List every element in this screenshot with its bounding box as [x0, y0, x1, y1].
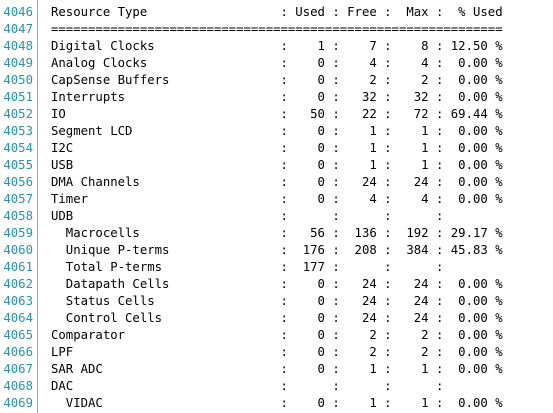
line-number: 4058 [3, 209, 33, 223]
line-number: 4052 [3, 107, 33, 121]
code-line: Total P-terms : 177 : : : [51, 260, 503, 274]
line-number: 4062 [3, 277, 33, 291]
line-number: 4067 [3, 362, 33, 376]
line-number: 4069 [3, 396, 33, 410]
code-line: Control Cells : 0 : 24 : 24 : 0.00 % [51, 311, 503, 325]
line-number: 4059 [3, 226, 33, 240]
line-number: 4049 [3, 56, 33, 70]
code-line: LPF : 0 : 2 : 2 : 0.00 % [51, 345, 503, 359]
line-number: 4065 [3, 328, 33, 342]
line-number: 4064 [3, 311, 33, 325]
code-line: DAC : : : : [51, 379, 503, 393]
code-line: Interrupts : 0 : 32 : 32 : 0.00 % [51, 90, 503, 104]
line-number: 4068 [3, 379, 33, 393]
line-number: 4057 [3, 192, 33, 206]
line-number: 4066 [3, 345, 33, 359]
code-line: DMA Channels : 0 : 24 : 24 : 0.00 % [51, 175, 503, 189]
code-line: Status Cells : 0 : 24 : 24 : 0.00 % [51, 294, 503, 308]
line-number: 4054 [3, 141, 33, 155]
code-line: UDB : : : : [51, 209, 503, 223]
code-line: Analog Clocks : 0 : 4 : 4 : 0.00 % [51, 56, 503, 70]
line-number: 4061 [3, 260, 33, 274]
line-number: 4051 [3, 90, 33, 104]
code-line: Comparator : 0 : 2 : 2 : 0.00 % [51, 328, 503, 342]
line-number: 4047 [3, 22, 33, 36]
code-line: USB : 0 : 1 : 1 : 0.00 % [51, 158, 503, 172]
code-line: SAR ADC : 0 : 1 : 1 : 0.00 % [51, 362, 503, 376]
code-line: CapSense Buffers : 0 : 2 : 2 : 0.00 % [51, 73, 503, 87]
code-line: Segment LCD : 0 : 1 : 1 : 0.00 % [51, 124, 503, 138]
code-line: Timer : 0 : 4 : 4 : 0.00 % [51, 192, 503, 206]
code-line: Datapath Cells : 0 : 24 : 24 : 0.00 % [51, 277, 503, 291]
code-line: Digital Clocks : 1 : 7 : 8 : 12.50 % [51, 39, 503, 53]
line-number: 4053 [3, 124, 33, 138]
line-number: 4050 [3, 73, 33, 87]
line-number: 4060 [3, 243, 33, 257]
code-line: ========================================… [51, 22, 503, 36]
code-line: Resource Type : Used : Free : Max : % Us… [51, 5, 503, 19]
code-line: Macrocells : 56 : 136 : 192 : 29.17 % [51, 226, 503, 240]
line-number: 4056 [3, 175, 33, 189]
line-number: 4048 [3, 39, 33, 53]
code-line: I2C : 0 : 1 : 1 : 0.00 % [51, 141, 503, 155]
line-number: 4055 [3, 158, 33, 172]
editor-text-area[interactable]: Resource Type : Used : Free : Max : % Us… [38, 0, 553, 413]
line-number: 4063 [3, 294, 33, 308]
line-number: 4046 [3, 5, 33, 19]
line-number-gutter: 4046 4047 4048 4049 4050 4051 4052 4053 4054 4055… [0, 0, 38, 413]
code-line: VIDAC : 0 : 1 : 1 : 0.00 % [51, 396, 503, 410]
code-line: IO : 50 : 22 : 72 : 69.44 % [51, 107, 503, 121]
code-line: Unique P-terms : 176 : 208 : 384 : 45.83… [51, 243, 503, 257]
